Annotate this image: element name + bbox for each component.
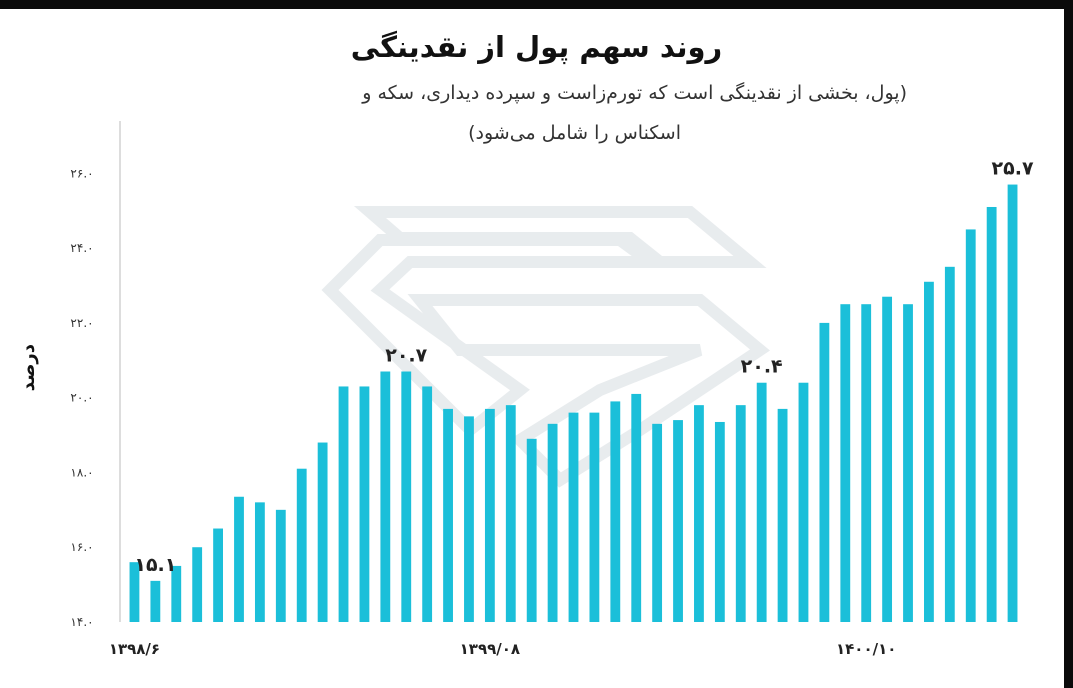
bar bbox=[443, 408, 453, 622]
bar bbox=[150, 580, 161, 622]
bar bbox=[338, 386, 349, 622]
x-tick-label: ۱۳۹۸/۶ bbox=[109, 640, 160, 658]
bar bbox=[1007, 184, 1018, 622]
bar bbox=[526, 438, 537, 622]
x-tick-label: ۱۳۹۹/۰۸ bbox=[460, 640, 520, 658]
bar bbox=[422, 386, 433, 622]
y-tick-labels: ۱۴.۰ ۱۶.۰ ۱۸.۰ ۲۰.۰ ۲۲.۰ ۲۴.۰ ۲۶.۰ bbox=[70, 166, 93, 629]
y-tick-label: ۲۶.۰ bbox=[70, 166, 93, 180]
bar bbox=[944, 266, 955, 622]
x-tick-label: ۱۴۰۰/۱۰ bbox=[836, 640, 896, 658]
data-labels: ۱۵.۱ ۲۰.۷ ۲۰.۴ ۲۵.۷ bbox=[134, 158, 1034, 576]
bar bbox=[819, 322, 830, 622]
y-tick-label: ۱۴.۰ bbox=[70, 615, 93, 629]
y-tick-label: ۲۰.۰ bbox=[70, 391, 93, 405]
bar bbox=[882, 296, 893, 622]
right-border bbox=[1064, 0, 1073, 688]
bar bbox=[631, 393, 642, 622]
bar bbox=[129, 562, 140, 622]
bar bbox=[359, 386, 370, 622]
bar bbox=[798, 382, 809, 622]
bar bbox=[380, 371, 391, 622]
bar bbox=[296, 468, 307, 622]
chart-subtitle-line1: (پول، بخشی از نقدینگی است که تورم‌زاست و… bbox=[362, 82, 907, 104]
y-tick-label: ۱۸.۰ bbox=[70, 465, 93, 479]
y-tick-label: ۲۴.۰ bbox=[70, 241, 93, 255]
bar bbox=[213, 528, 223, 622]
bar bbox=[673, 420, 683, 622]
bar bbox=[317, 442, 328, 622]
bar bbox=[254, 502, 265, 622]
bar bbox=[756, 382, 767, 622]
bar bbox=[505, 405, 516, 622]
y-tick-label: ۱۶.۰ bbox=[70, 540, 93, 554]
bar bbox=[652, 423, 663, 622]
bar bbox=[484, 408, 495, 622]
bar bbox=[735, 405, 746, 622]
bar bbox=[234, 496, 244, 622]
bar bbox=[840, 304, 851, 622]
data-label: ۲۰.۷ bbox=[385, 345, 427, 367]
data-label: ۲۰.۴ bbox=[741, 356, 783, 378]
bar bbox=[924, 281, 934, 622]
bar bbox=[777, 408, 788, 622]
bar bbox=[275, 509, 286, 622]
data-label: ۱۵.۱ bbox=[134, 554, 176, 576]
y-tick-label: ۲۲.۰ bbox=[70, 316, 93, 330]
bar bbox=[547, 423, 558, 622]
top-border bbox=[0, 0, 1073, 9]
bar bbox=[986, 206, 997, 623]
bar bbox=[694, 405, 704, 622]
bar bbox=[965, 229, 976, 622]
bar bbox=[861, 304, 872, 622]
bar bbox=[464, 416, 474, 622]
bar bbox=[568, 412, 579, 622]
chart-subtitle-line2: اسکناس را شامل می‌شود) bbox=[468, 122, 681, 144]
bars bbox=[129, 184, 1018, 623]
bar bbox=[610, 401, 621, 622]
bar bbox=[903, 304, 913, 622]
bar bbox=[401, 371, 412, 622]
bar bbox=[714, 421, 725, 622]
data-label: ۲۵.۷ bbox=[992, 158, 1034, 180]
chart-title: روند سهم پول از نقدینگی bbox=[350, 30, 723, 64]
bar bbox=[171, 565, 182, 622]
bar bbox=[589, 412, 600, 622]
bar bbox=[192, 547, 203, 622]
